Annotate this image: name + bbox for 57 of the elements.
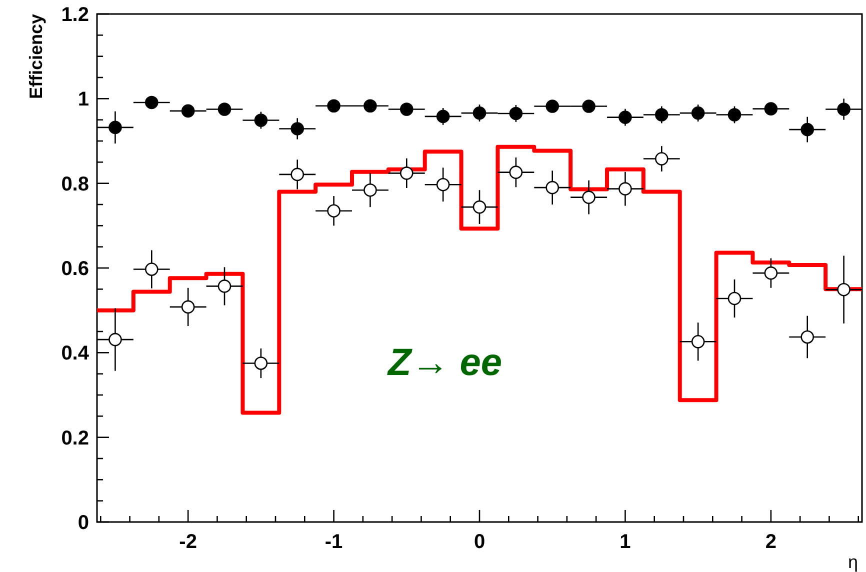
point [618, 182, 632, 196]
y-tick-label: 0.8 [61, 173, 89, 196]
point [181, 104, 195, 118]
point [509, 166, 523, 179]
point [254, 114, 268, 127]
y-tick-label: 0 [78, 512, 89, 534]
point [691, 335, 705, 348]
point [837, 102, 850, 116]
point [764, 102, 778, 116]
point [618, 110, 632, 124]
point [509, 106, 523, 120]
point [582, 100, 596, 113]
point [728, 292, 742, 306]
point [764, 266, 778, 280]
point [400, 166, 414, 180]
point [108, 332, 122, 346]
y-tick-label: 0.4 [61, 342, 90, 365]
x-tick-label: 1 [620, 531, 631, 553]
point [327, 204, 340, 218]
point [546, 180, 560, 194]
point [436, 178, 450, 192]
point [218, 102, 232, 116]
point [327, 99, 340, 113]
y-axis-title: Efficiency [26, 14, 46, 100]
x-tick-label: -1 [324, 531, 343, 553]
point [654, 152, 668, 166]
y-tick-label: 1 [78, 88, 89, 111]
point [472, 106, 486, 120]
x-tick-label: 2 [765, 531, 776, 553]
y-tick-label: 0.6 [61, 258, 89, 280]
y-tick-label: 1.2 [61, 4, 89, 26]
point [144, 262, 158, 276]
point [472, 200, 486, 214]
point [254, 356, 268, 370]
point [546, 100, 560, 113]
x-tick-label: 0 [474, 531, 486, 553]
x-tick-label: -2 [179, 531, 197, 553]
point [218, 280, 232, 293]
y-tick-label: 0.2 [61, 427, 89, 450]
point [800, 330, 814, 344]
point [728, 108, 742, 122]
point [144, 96, 158, 110]
point [400, 102, 414, 116]
point [108, 120, 122, 134]
annotation: Z→ ee [387, 342, 502, 384]
point [290, 122, 304, 136]
point [582, 190, 596, 204]
point [837, 282, 850, 296]
point [436, 110, 450, 124]
point [364, 183, 377, 197]
point [691, 106, 705, 120]
x-axis-title: η [848, 552, 858, 572]
point [181, 300, 195, 314]
point [364, 99, 377, 113]
point [800, 122, 814, 136]
point [654, 108, 668, 122]
point [290, 168, 304, 182]
